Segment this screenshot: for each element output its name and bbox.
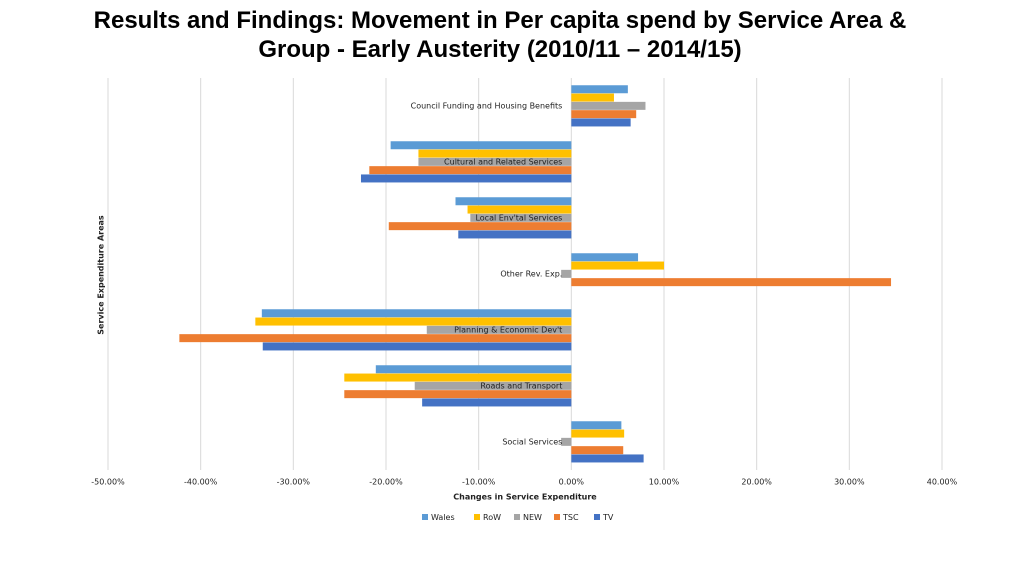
legend-swatch <box>514 514 520 520</box>
legend-swatch <box>594 514 600 520</box>
bar <box>470 213 572 222</box>
bar <box>571 454 644 463</box>
x-tick-label: -50.00% <box>91 478 125 487</box>
legend-label: TV <box>602 513 614 522</box>
bar <box>571 110 637 119</box>
bar <box>422 398 572 407</box>
bar <box>571 429 625 438</box>
x-tick-label: -30.00% <box>277 478 311 487</box>
bar <box>390 141 572 150</box>
bar <box>571 253 639 262</box>
bar <box>571 118 631 127</box>
bar <box>571 446 624 455</box>
x-tick-label: 10.00% <box>649 478 680 487</box>
bar <box>571 101 646 110</box>
legend-label: RoW <box>483 513 501 522</box>
y-axis-title: Service Expenditure Areas <box>97 215 106 335</box>
bar <box>375 365 572 374</box>
bar <box>571 85 628 94</box>
legend-swatch <box>474 514 480 520</box>
bar <box>262 342 572 351</box>
category-label: Council Funding and Housing Benefits <box>411 102 563 111</box>
bar <box>561 437 572 446</box>
bar <box>561 269 572 278</box>
bar <box>344 390 572 399</box>
bar <box>418 157 572 166</box>
x-tick-label: -40.00% <box>184 478 218 487</box>
legend-swatch <box>554 514 560 520</box>
bar <box>414 381 572 390</box>
x-tick-label: 0.00% <box>559 478 585 487</box>
bar <box>426 325 572 334</box>
category-label: Local Env'tal Services <box>475 214 562 223</box>
x-tick-label: 30.00% <box>834 478 865 487</box>
category-label: Cultural and Related Services <box>444 158 562 167</box>
bar <box>455 197 572 206</box>
x-tick-label: -10.00% <box>462 478 496 487</box>
x-axis-title: Changes in Service Expenditure <box>453 493 597 502</box>
x-tick-label: 20.00% <box>741 478 772 487</box>
bar <box>571 93 614 102</box>
chart-title: Results and Findings: Movement in Per ca… <box>93 7 907 63</box>
category-label: Planning & Economic Dev't <box>454 326 562 335</box>
legend-label: TSC <box>562 513 579 522</box>
bar <box>571 278 892 287</box>
legend-swatch <box>422 514 428 520</box>
bar <box>261 309 572 318</box>
bar <box>571 421 622 430</box>
bar <box>571 261 664 270</box>
bar <box>255 317 572 326</box>
bar <box>458 230 572 239</box>
bar <box>179 334 572 343</box>
x-tick-label: 40.00% <box>927 478 958 487</box>
bar <box>369 166 572 175</box>
x-tick-label: -20.00% <box>369 478 403 487</box>
category-label: Other Rev. Exp. <box>500 270 562 279</box>
bar <box>418 149 572 158</box>
category-label: Roads and Transport <box>480 382 562 391</box>
bar <box>344 373 572 382</box>
category-label: Social Services <box>502 438 562 447</box>
bar <box>467 205 572 214</box>
legend-label: NEW <box>523 513 542 522</box>
legend-label: Wales <box>431 513 455 522</box>
bar <box>360 174 572 183</box>
bar <box>388 222 572 231</box>
